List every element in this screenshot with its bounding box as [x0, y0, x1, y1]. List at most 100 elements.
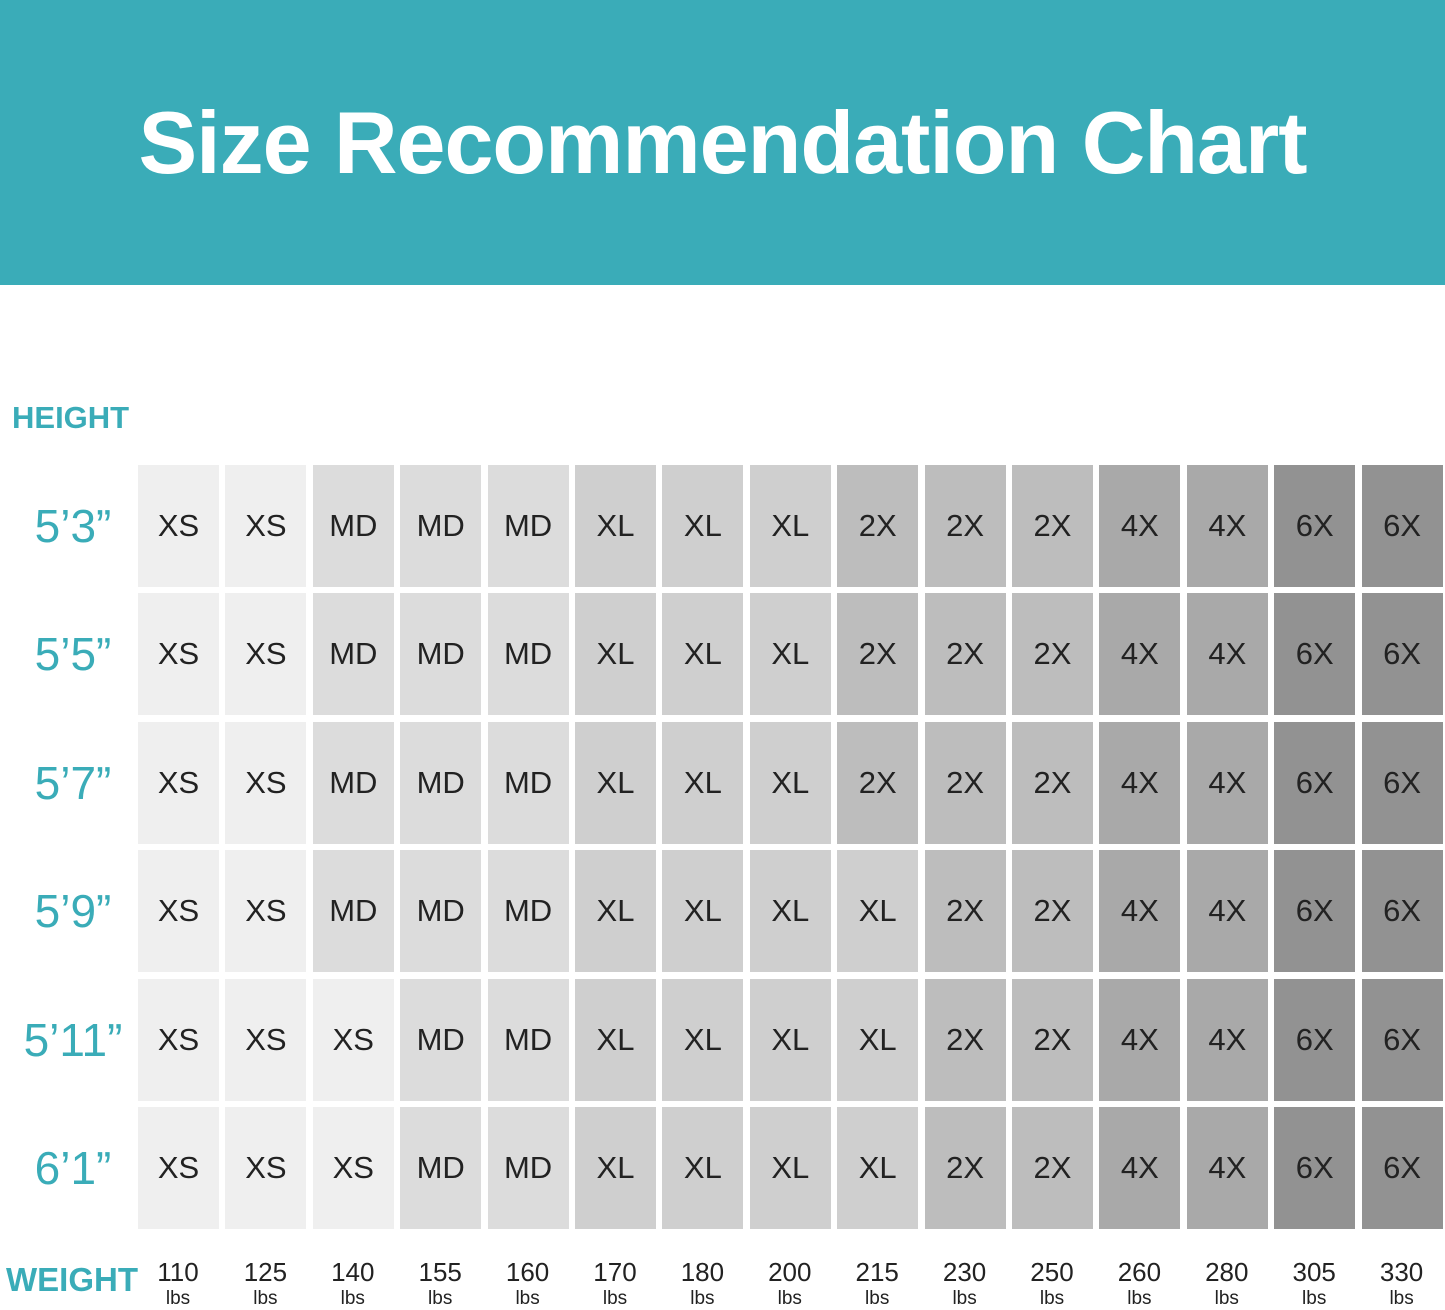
weight-value: 180: [680, 1257, 725, 1287]
size-cell: 2X: [837, 465, 919, 587]
height-value: 6’1”: [34, 1142, 112, 1194]
weight-value: 200: [768, 1257, 812, 1287]
weight-unit: lbs: [1302, 1288, 1327, 1309]
size-cell: 6X: [1361, 465, 1443, 587]
weight-value: 305: [1292, 1257, 1336, 1287]
size-cell: XS: [225, 978, 307, 1101]
size-cell: 6X: [1361, 978, 1443, 1101]
size-cell: XS: [138, 593, 219, 716]
size-cell: MD: [400, 721, 482, 844]
weight-value: 230: [942, 1257, 987, 1287]
size-cell: 2X: [1012, 978, 1093, 1101]
weight-value: 155: [418, 1257, 462, 1287]
size-cell: MD: [400, 978, 482, 1101]
size-cell: 6X: [1361, 1107, 1443, 1229]
size-cell: XS: [312, 978, 394, 1101]
size-cell: 2X: [837, 593, 919, 716]
size-cell: XS: [225, 721, 307, 844]
size-cell: MD: [487, 721, 569, 844]
weight-value: 110: [157, 1257, 199, 1287]
height-value: 5’9”: [34, 885, 112, 938]
size-cell: 4X: [1099, 593, 1181, 716]
size-cell: XS: [225, 593, 307, 716]
size-cell: 2X: [1012, 721, 1093, 844]
size-cell: XS: [225, 465, 307, 587]
size-cell: 2X: [837, 721, 919, 844]
size-cell: 4X: [1186, 721, 1268, 844]
size-cell: 2X: [924, 721, 1006, 844]
size-cell: 4X: [1099, 1107, 1181, 1229]
weight-value: 215: [855, 1257, 899, 1287]
height-value: 5’7”: [34, 756, 112, 809]
weight-value: 160: [505, 1257, 550, 1287]
weight-unit: lbs: [690, 1288, 715, 1309]
size-cell: XL: [575, 978, 656, 1101]
size-cell: XS: [138, 465, 219, 587]
size-cell: 6X: [1361, 850, 1443, 973]
size-cell: 4X: [1099, 978, 1181, 1101]
size-cell: MD: [400, 850, 482, 973]
size-cell: 4X: [1186, 850, 1268, 973]
weight-unit: lbs: [340, 1288, 365, 1309]
size-cell: 2X: [1012, 593, 1093, 716]
size-cell: MD: [487, 1107, 569, 1229]
size-cell: XL: [662, 850, 744, 973]
size-cell: XS: [138, 721, 219, 844]
size-cell: XS: [312, 1107, 394, 1229]
weight-unit: lbs: [1039, 1288, 1065, 1309]
size-cell: 4X: [1099, 721, 1181, 844]
size-cell: XL: [749, 721, 831, 844]
size-cell: 4X: [1186, 978, 1268, 1101]
height-value: 5’5”: [34, 628, 112, 681]
size-cell: XL: [662, 721, 744, 844]
size-cell: 2X: [924, 1107, 1006, 1229]
weight-unit: lbs: [865, 1288, 890, 1309]
title: Size Recommendation Chart: [138, 93, 1307, 192]
size-cell: MD: [312, 593, 394, 716]
size-cell: MD: [487, 593, 569, 716]
weight-value: 125: [243, 1257, 288, 1287]
size-cell: 6X: [1361, 593, 1443, 716]
weight-unit: lbs: [1127, 1288, 1152, 1309]
header: Size Recommendation Chart: [0, 0, 1445, 285]
height-label: HEIGHT: [12, 400, 130, 435]
size-cell: 2X: [924, 593, 1006, 716]
size-cell: 4X: [1099, 465, 1181, 587]
height-value: 5’11”: [23, 1013, 123, 1066]
size-cell: MD: [400, 465, 482, 587]
height-value: 5’3”: [34, 500, 112, 552]
size-cell: XL: [837, 1107, 919, 1229]
size-cell: 2X: [1012, 850, 1093, 973]
size-cell: 6X: [1274, 721, 1356, 844]
size-cell: MD: [487, 465, 569, 587]
weight-unit: lbs: [253, 1288, 278, 1309]
size-cell: XS: [138, 978, 219, 1101]
size-cell: 2X: [1012, 1107, 1093, 1229]
weight-unit: lbs: [165, 1288, 191, 1309]
weight-value: 140: [331, 1257, 375, 1287]
weight-unit: lbs: [777, 1288, 802, 1309]
size-cell: 2X: [924, 465, 1006, 587]
size-cell: 4X: [1186, 593, 1268, 716]
size-cell: 4X: [1099, 850, 1181, 973]
size-cell: XL: [749, 978, 831, 1101]
size-cell: MD: [487, 850, 569, 973]
size-cell: MD: [312, 721, 394, 844]
size-cell: XL: [749, 593, 831, 716]
weight-value: 170: [593, 1257, 637, 1287]
weight-unit: lbs: [952, 1288, 977, 1309]
size-cell: XL: [575, 465, 656, 587]
size-cell: XS: [225, 850, 307, 973]
weight-unit: lbs: [515, 1288, 540, 1309]
weight-unit: lbs: [1214, 1288, 1239, 1309]
size-cell: MD: [487, 978, 569, 1101]
size-cell: XL: [662, 593, 744, 716]
size-cell: MD: [312, 465, 394, 587]
size-cell: XL: [662, 1107, 744, 1229]
size-cell: 4X: [1186, 1107, 1268, 1229]
weight-value: 260: [1117, 1257, 1162, 1287]
size-cell: XS: [138, 1107, 219, 1229]
size-cell: XL: [575, 850, 656, 973]
size-cell: XL: [837, 978, 919, 1101]
size-cell: 2X: [1012, 465, 1093, 587]
